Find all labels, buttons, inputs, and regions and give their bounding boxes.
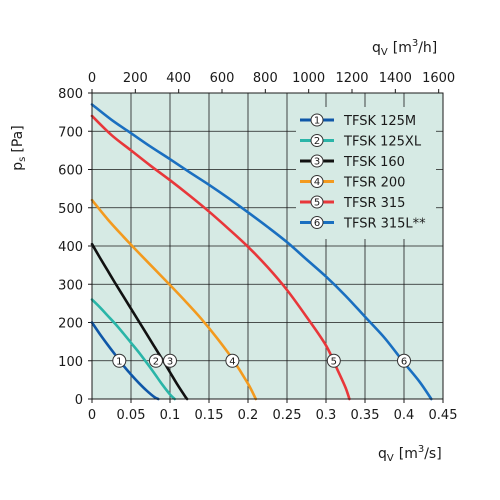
series-line-3 [90,242,189,401]
x-tick-label: 0.05 [117,408,146,423]
x-axis-label-unit-sup: 3 [418,444,424,455]
series-marker-label-6: 6 [401,356,407,367]
x-axis-label-main: q [378,446,387,462]
x-axis-label-unit-prefix: [m [399,446,418,462]
series-marker-label-3: 3 [167,356,173,367]
x2-tick-label: 1200 [335,71,368,86]
x-axis-label-unit-suffix: /s] [424,446,441,462]
legend-label-5: TFSR 315 [343,196,405,211]
x2-tick-label: 200 [123,71,148,86]
y-tick-label: 800 [58,87,83,102]
x2-axis-label-unit-prefix: [m [393,40,412,56]
y-tick-label: 400 [58,240,83,255]
x2-tick-label: 0 [88,71,96,86]
x2-axis-label-main: q [372,40,381,56]
legend-marker-label-5: 5 [314,198,320,209]
legend-marker-label-3: 3 [314,157,320,168]
x2-tick-label: 1400 [379,71,412,86]
x-tick-label: 0.4 [394,408,415,423]
x-tick-label: 0.1 [160,408,181,423]
series-marker-label-4: 4 [229,356,235,367]
legend-marker-label-4: 4 [314,177,320,188]
legend: 1 TFSK 125M 2 TFSK 125XL 3 TFSK 160 4 TFSR 200 5… [296,107,436,239]
x2-tick-label: 800 [253,71,278,86]
x-tick-label: 0.45 [429,408,458,423]
series-marker-1 [112,353,127,368]
plot-frame [91,92,444,400]
y-axis-label: ps [Pa] [10,125,28,170]
legend-label-3: TFSK 160 [343,155,405,170]
x2-tick-label: 600 [210,71,235,86]
x-tick-label: 0.2 [238,408,259,423]
series-marker-4 [225,353,240,368]
y-tick-label: 100 [58,355,83,370]
legend-marker-label-1: 1 [314,116,320,127]
y-tick-label: 500 [58,202,83,217]
x-axis-label-sub: V [387,453,394,464]
series-line-2 [90,298,176,401]
x-tick-label: 0.3 [316,408,337,423]
y-tick-label: 300 [58,278,83,293]
y-tick-label: 0 [75,393,83,408]
x-axis-label: qV [m3/s] [378,444,442,464]
y-axis-label-main: p [10,162,26,171]
legend-label-6: TFSR 315L** [343,217,426,232]
x2-axis-label: qV [m3/h] [372,38,437,58]
x-tick-label: 0.15 [195,408,224,423]
x2-tick-label: 400 [166,71,191,86]
y-axis-label-unit: [Pa] [10,125,26,152]
legend-marker-6 [310,216,324,229]
legend-marker-5 [310,195,324,209]
series-marker-6 [397,353,411,368]
y-tick-label: 700 [58,125,83,140]
series-marker-2 [148,353,163,368]
x2-tick-label: 1000 [292,71,325,86]
y-axis-label-sub: s [17,157,28,162]
legend-marker-3 [310,154,324,168]
series-line-1 [90,321,160,401]
series-marker-label-1: 1 [116,356,122,367]
y-tick-label: 600 [58,164,83,179]
x2-axis-label-sub: V [381,47,388,58]
x-tick-label: 0.25 [273,408,302,423]
x-tick-label: 0.35 [351,408,380,423]
y-tick-label: 200 [58,317,83,332]
legend-marker-2 [310,134,324,147]
x2-tick-label: 1600 [422,71,455,86]
x2-axis-label-unit-suffix: /h] [418,40,437,56]
legend-marker-4 [310,175,324,188]
legend-marker-label-6: 6 [314,218,320,229]
legend-marker-1 [310,113,324,127]
series-marker-3 [163,353,177,368]
x-tick-label: 0 [88,408,96,423]
legend-label-2: TFSK 125XL [343,135,422,150]
legend-marker-label-2: 2 [314,136,320,147]
series-marker-label-2: 2 [153,356,159,367]
legend-label-1: TFSK 125M [343,114,416,129]
series-line-6 [90,103,433,401]
x2-axis-label-unit-sup: 3 [412,38,418,49]
legend-label-4: TFSR 200 [343,176,405,191]
series-marker-label-5: 5 [331,356,337,367]
series-marker-5 [326,353,341,368]
tick-labels: 0 0.05 0.1 0.15 0.2 0.25 0.3 0.35 0.4 0.45 0 200 400… [58,71,457,423]
